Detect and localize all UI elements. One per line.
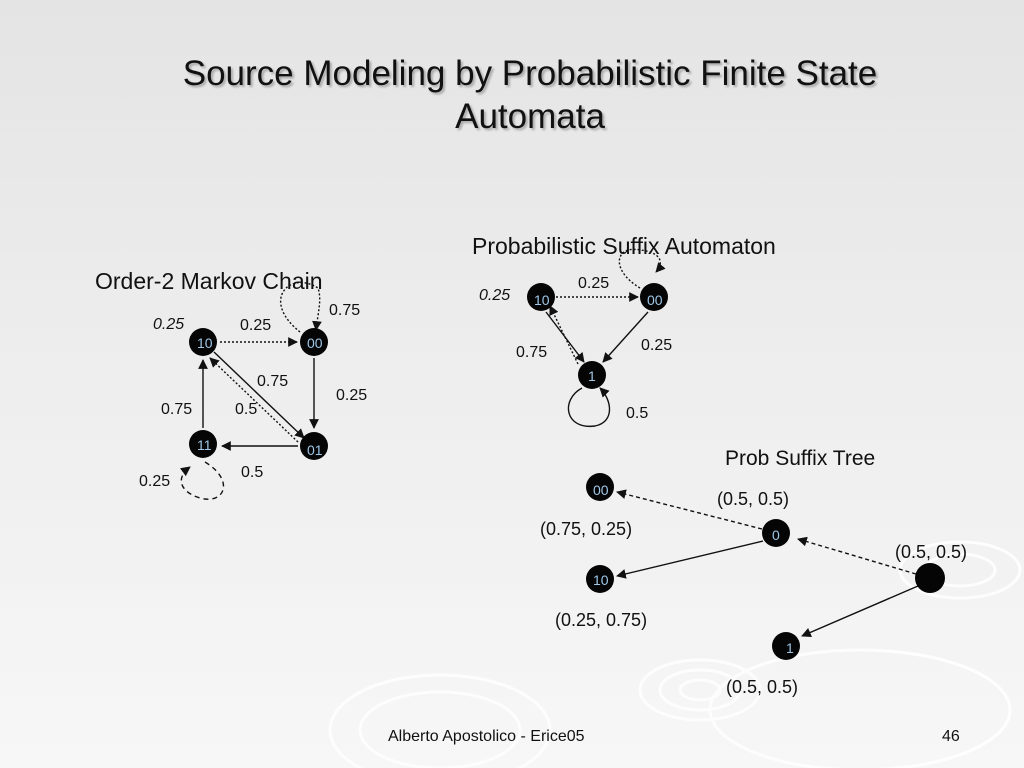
footer-author: Alberto Apostolico - Erice05 xyxy=(388,728,585,745)
pst-prob-root: (0.5, 0.5) xyxy=(895,542,967,562)
psa-label-00-1: 0.25 xyxy=(641,337,672,354)
markov-label-10-01: 0.75 xyxy=(257,373,288,390)
markov-node-00: 00 xyxy=(300,328,328,356)
pst-edge-root-1 xyxy=(801,585,919,638)
pst-prob-0: (0.75, 0.25) xyxy=(540,519,632,539)
markov-label-self11: 0.25 xyxy=(139,473,170,490)
markov-label-self00: 0.75 xyxy=(329,302,360,319)
psa-edge-labels: 0.25 0.25 0.75 0.25 0.5 xyxy=(479,275,672,422)
pst-node-1: 1 xyxy=(772,632,800,660)
markov-label-01-11: 0.5 xyxy=(241,464,263,481)
pst-nodes: 00 0 10 1 xyxy=(586,473,945,660)
pst-node-0-label: 0 xyxy=(772,527,780,543)
pst-prob-00: (0.5, 0.5) xyxy=(717,489,789,509)
markov-node-11-label: 11 xyxy=(197,437,212,453)
markov-node-01-label: 01 xyxy=(307,442,323,458)
pst-edge-0-00 xyxy=(616,489,763,530)
pst-heading: Prob Suffix Tree xyxy=(725,447,875,470)
markov-loop-11 xyxy=(179,461,225,500)
psa-label-10-00: 0.25 xyxy=(578,275,609,292)
psa-label-self10: 0.25 xyxy=(479,287,510,304)
psa-edge-00-1 xyxy=(602,311,649,363)
pst-node-00-label: 00 xyxy=(593,482,609,498)
markov-heading: Order-2 Markov Chain xyxy=(95,268,323,294)
markov-label-10-00: 0.25 xyxy=(240,317,271,334)
psa-node-00-label: 00 xyxy=(647,292,663,308)
markov-node-11: 11 xyxy=(189,430,217,458)
pst-node-10: 10 xyxy=(586,565,614,593)
pst-node-00: 00 xyxy=(586,473,614,501)
pst-prob-labels: (0.5, 0.5) (0.75, 0.25) (0.5, 0.5) (0.25… xyxy=(540,489,967,697)
markov-loop-00 xyxy=(279,282,322,333)
page-number: 46 xyxy=(942,728,960,745)
markov-node-00-label: 00 xyxy=(307,335,323,351)
pst-prob-1: (0.5, 0.5) xyxy=(726,677,798,697)
slide-title: Source Modeling by Probabilistic Finite … xyxy=(60,52,1000,138)
pst-node-root xyxy=(915,563,945,593)
markov-label-00-01: 0.25 xyxy=(336,387,367,404)
markov-node-10: 10 xyxy=(189,328,217,356)
markov-label-11-10: 0.75 xyxy=(161,401,192,418)
psa-node-00: 00 xyxy=(640,283,668,311)
psa-node-10-label: 10 xyxy=(534,292,550,308)
pst-edge-0-10 xyxy=(616,540,764,579)
psa-loop-1 xyxy=(567,387,611,427)
markov-edge-10-01 xyxy=(213,351,305,439)
markov-label-self10: 0.25 xyxy=(153,316,184,333)
markov-edge-01-10 xyxy=(209,357,299,443)
title-line-2: Automata xyxy=(455,97,605,136)
pst-node-0: 0 xyxy=(762,519,790,547)
markov-nodes: 10 00 11 01 xyxy=(189,328,328,460)
psa-node-10: 10 xyxy=(527,283,555,311)
markov-node-01: 01 xyxy=(300,432,328,460)
markov-node-10-label: 10 xyxy=(197,335,213,351)
psa-nodes: 10 00 1 xyxy=(527,283,668,389)
pst-prob-10: (0.25, 0.75) xyxy=(555,610,647,630)
psa-heading: Probabilistic Suffix Automaton xyxy=(472,233,776,259)
background-ripples xyxy=(328,540,1022,768)
markov-label-01-10: 0.5 xyxy=(235,401,257,418)
title-line-1: Source Modeling by Probabilistic Finite … xyxy=(182,54,878,93)
pst-node-1-label: 1 xyxy=(786,640,794,656)
markov-edge-labels: 0.25 0.25 0.75 0.75 0.5 0.25 0.75 0.5 0.… xyxy=(139,302,367,490)
psa-node-1-label: 1 xyxy=(588,368,596,384)
pst-edges xyxy=(616,489,919,638)
psa-label-self1: 0.5 xyxy=(626,405,648,422)
psa-edges xyxy=(545,248,666,427)
psa-label-10-1: 0.75 xyxy=(516,344,547,361)
psa-node-1: 1 xyxy=(578,361,606,389)
markov-edges xyxy=(179,282,322,500)
pst-node-10-label: 10 xyxy=(593,572,609,588)
psa-edge-1-10 xyxy=(549,305,579,365)
